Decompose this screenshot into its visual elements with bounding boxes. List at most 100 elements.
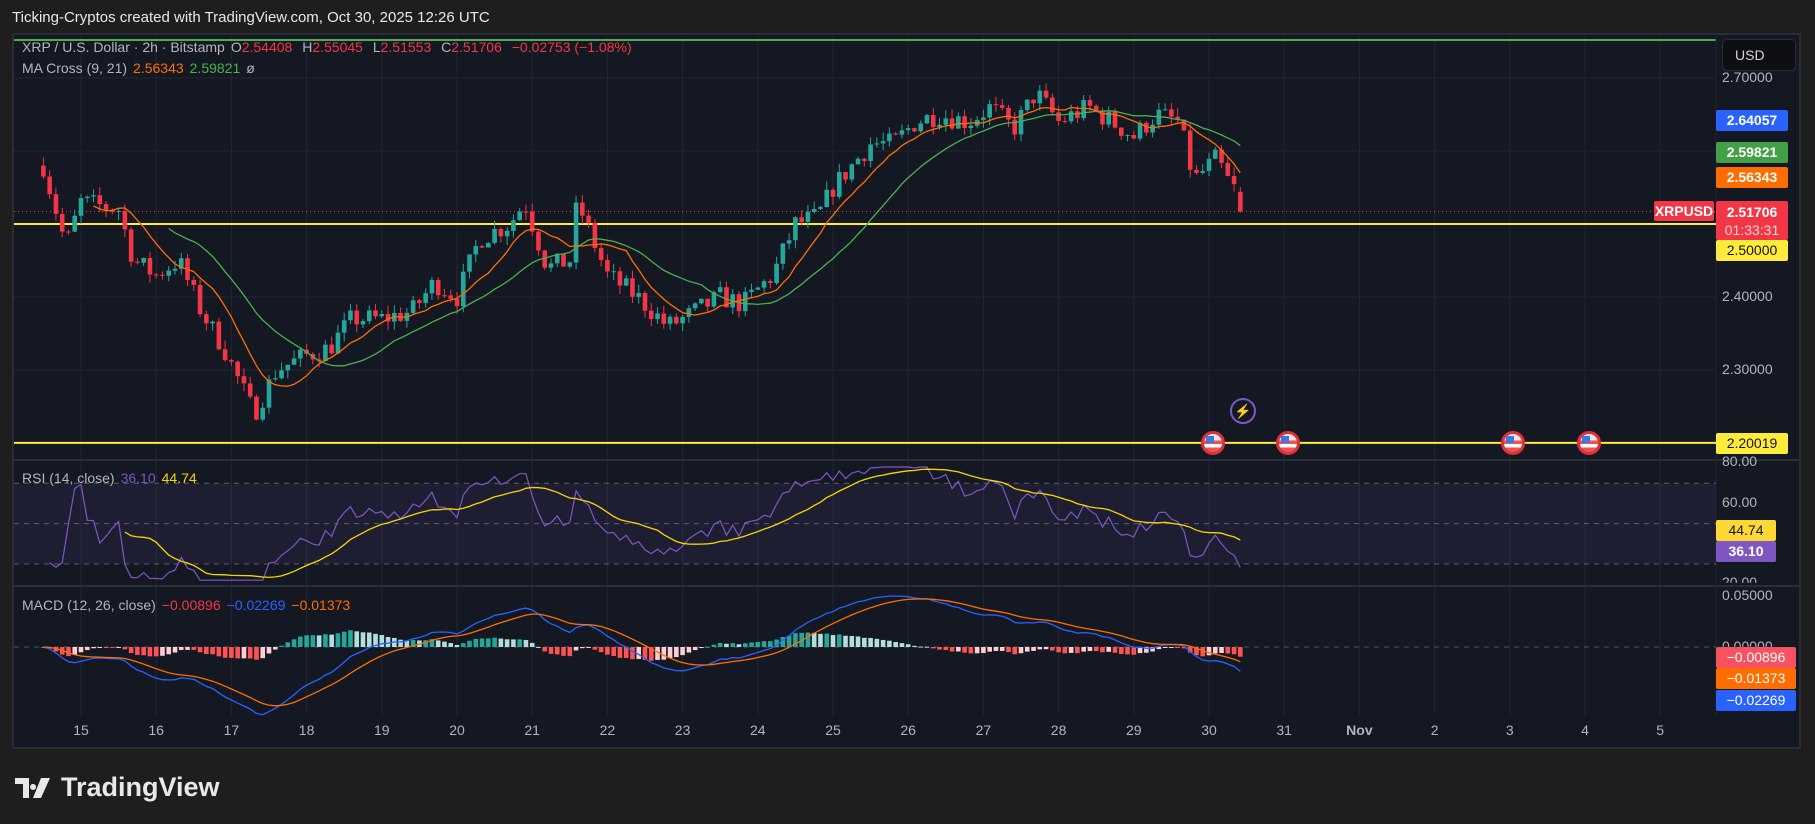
candle-body	[949, 118, 955, 129]
macd-histogram-bar	[498, 638, 504, 647]
candle-body	[780, 243, 786, 264]
macd-histogram-bar	[191, 647, 197, 650]
tradingview-logo[interactable]: TradingView	[15, 772, 220, 803]
ma-legend[interactable]: MA Cross (9, 21) 2.56343 2.59821 ø	[22, 60, 261, 76]
us-flag-event-icon[interactable]	[1200, 431, 1225, 455]
macd-histogram-bar	[1238, 647, 1243, 657]
close-label: C	[441, 39, 452, 55]
macd-histogram-bar	[642, 647, 648, 661]
macd-legend[interactable]: MACD (12, 26, close) −0.00896 −0.02269 −0.0…	[22, 597, 356, 613]
time-tick: 26	[900, 722, 916, 738]
us-flag-event-icon[interactable]	[1576, 431, 1601, 455]
logo-text: TradingView	[61, 772, 220, 802]
time-tick: 29	[1126, 722, 1142, 738]
macd-histogram-bar	[486, 638, 491, 647]
candle-body	[899, 130, 905, 135]
macd-histogram-bar	[536, 646, 541, 648]
candle-body	[166, 270, 172, 276]
macd-histogram-bar	[404, 640, 410, 647]
time-tick: 18	[298, 722, 315, 738]
price-tick: 2.30000	[1722, 361, 1773, 377]
macd-tick: 0.00000	[1722, 638, 1773, 654]
macd-histogram-bar	[880, 639, 886, 647]
macd-histogram-bar	[761, 641, 767, 647]
macd-histogram-bar	[103, 647, 109, 648]
macd-histogram-bar	[323, 634, 328, 647]
macd-histogram-bar	[460, 643, 466, 647]
macd-histogram-bar	[1012, 647, 1018, 655]
candle-body	[78, 198, 84, 216]
high-label: H	[302, 39, 313, 55]
macd-histogram-bar	[749, 642, 754, 647]
chart-panel[interactable]	[12, 33, 1801, 749]
macd-histogram-bar	[661, 647, 667, 660]
candle-body	[479, 246, 485, 248]
us-flag-event-icon[interactable]	[1501, 431, 1526, 455]
candle-body	[266, 379, 272, 408]
us-flag-event-icon[interactable]	[1275, 431, 1300, 455]
macd-histogram-bar	[843, 635, 848, 647]
time-tick: 4	[1581, 722, 1589, 738]
rsi-label: RSI (14, close)	[22, 470, 115, 486]
macd-histogram-bar	[1175, 647, 1180, 648]
macd-histogram-bar	[1206, 647, 1212, 656]
currency-button[interactable]: USD	[1722, 39, 1796, 71]
macd-line	[43, 595, 1241, 716]
candle-body	[1200, 170, 1206, 173]
macd-histogram-bar	[711, 644, 717, 647]
macd-histogram-bar	[141, 647, 146, 656]
macd-histogram-bar	[1125, 647, 1130, 655]
macd-histogram-bar	[993, 647, 999, 651]
candle-body	[272, 378, 278, 380]
candle-body	[836, 172, 842, 197]
macd-histogram-bar	[1018, 647, 1024, 654]
candle-body	[999, 105, 1005, 108]
macd-histogram-bar	[166, 647, 172, 655]
candle-body	[993, 104, 999, 106]
candle-body	[1144, 122, 1149, 133]
candle-body	[542, 250, 548, 268]
macd-histogram-bar	[517, 639, 522, 647]
open-label: O	[230, 39, 242, 55]
macd-histogram-bar	[304, 635, 309, 647]
candle-body	[1175, 116, 1180, 120]
chart-canvas[interactable]	[0, 0, 1815, 760]
macd-histogram-bar	[429, 639, 435, 647]
time-tick: 15	[73, 722, 89, 738]
macd-histogram-bar	[385, 637, 391, 647]
candle-body	[1075, 111, 1080, 119]
macd-histogram-bar	[724, 643, 729, 647]
ma-label: MA Cross (9, 21)	[22, 60, 128, 76]
candle-body	[987, 104, 992, 118]
rsi-legend[interactable]: RSI (14, close) 36.10 44.74	[22, 470, 203, 486]
macd-histogram-bar	[1194, 647, 1199, 656]
candle-body	[122, 210, 128, 230]
tradingview-logo-icon	[15, 777, 50, 798]
candle-body	[648, 310, 654, 320]
time-tick: 31	[1276, 722, 1292, 738]
candle-body	[486, 242, 491, 248]
candle-body	[630, 278, 635, 297]
macd-histogram-bar	[135, 647, 140, 655]
macd-histogram-bar	[554, 647, 560, 655]
candle-body	[561, 253, 566, 267]
macd-histogram-bar	[1231, 647, 1237, 655]
lightning-event-icon[interactable]: ⚡	[1230, 398, 1256, 424]
macd-histogram-bar	[674, 647, 679, 658]
candle-body	[229, 360, 234, 362]
candle-body	[523, 211, 529, 213]
macd-histogram-bar	[178, 647, 184, 650]
time-tick: 3	[1505, 722, 1514, 738]
candle-body	[204, 314, 209, 324]
macd-histogram-bar	[285, 642, 291, 647]
ma-extra: ø	[246, 60, 255, 76]
candle-body	[298, 349, 303, 359]
candle-body	[981, 117, 986, 121]
candle-body	[667, 316, 673, 324]
symbol-name[interactable]: XRP / U.S. Dollar · 2h · Bitstamp	[22, 39, 225, 55]
price-badge-blue: 2.64057	[1716, 110, 1788, 131]
low-value: 2.51553	[380, 39, 432, 55]
macd-histogram-bar	[736, 644, 742, 647]
candle-body	[473, 246, 479, 255]
candle-body	[1012, 119, 1018, 135]
